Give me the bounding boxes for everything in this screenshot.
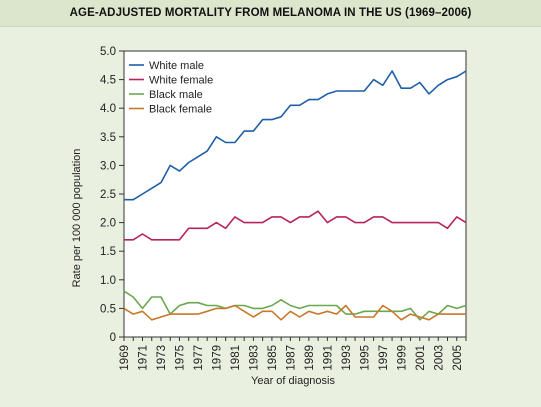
y-tick-label: 2.5 bbox=[100, 189, 116, 201]
x-tick-label: 2003 bbox=[433, 345, 445, 371]
x-tick-label: 1975 bbox=[174, 345, 186, 371]
series-line-white-female bbox=[124, 210, 467, 241]
x-tick-label: 1981 bbox=[230, 345, 242, 371]
chart-axes: 0 0.5 1.0 1.5 2.0 2.5 3.0 3.5 4.0 4.5 5.0 1969 1971 1… bbox=[100, 46, 467, 371]
legend-label-black-male: Black male bbox=[149, 89, 203, 101]
chart-series bbox=[123, 70, 467, 321]
x-tick-label: 1971 bbox=[137, 345, 149, 371]
chart-title-banner: AGE-ADJUSTED MORTALITY FROM MELANOMA IN … bbox=[0, 0, 541, 27]
y-tick-label: 3.5 bbox=[100, 132, 116, 144]
y-tick-label: 4.5 bbox=[100, 75, 116, 87]
y-tick-label: 2.0 bbox=[100, 218, 116, 230]
x-tick-label: 1987 bbox=[285, 345, 297, 371]
y-tick-label: 0.5 bbox=[100, 303, 116, 315]
y-tick-label: 5.0 bbox=[100, 46, 116, 58]
chart-title: AGE-ADJUSTED MORTALITY FROM MELANOMA IN … bbox=[69, 7, 472, 19]
y-axis-label: Rate per 100 000 population bbox=[71, 149, 83, 288]
x-tick-label: 1989 bbox=[304, 345, 316, 371]
x-tick-label: 1995 bbox=[359, 345, 371, 371]
y-tick-label: 4.0 bbox=[100, 103, 116, 115]
y-tick-label: 1.0 bbox=[100, 275, 116, 287]
legend-label-black-female: Black female bbox=[149, 104, 212, 116]
x-tick-label: 1991 bbox=[322, 345, 334, 371]
series-line-black-female bbox=[123, 304, 466, 321]
legend-label-white-female: White female bbox=[149, 75, 213, 87]
x-tick-label: 1993 bbox=[341, 345, 353, 371]
x-tick-label: 1999 bbox=[396, 345, 408, 371]
y-tick-label: 3.0 bbox=[100, 160, 116, 172]
x-tick-label: 1983 bbox=[248, 345, 260, 371]
chart-legend: White male White female Black male Black fe… bbox=[129, 60, 213, 116]
legend-label-white-male: White male bbox=[149, 60, 204, 72]
plot-area bbox=[123, 50, 467, 338]
x-tick-label: 1969 bbox=[119, 345, 131, 371]
series-line-white-male bbox=[124, 70, 467, 201]
x-tick-label: 1985 bbox=[267, 345, 279, 371]
y-tick-label: 1.5 bbox=[100, 246, 116, 258]
x-axis-label: Year of diagnosis bbox=[251, 375, 335, 387]
x-tick-label: 1979 bbox=[211, 345, 223, 371]
series-line-black-male bbox=[123, 290, 467, 321]
x-tick-label: 2001 bbox=[415, 345, 427, 371]
x-tick-label: 1977 bbox=[193, 345, 205, 371]
x-tick-label: 1997 bbox=[378, 345, 390, 371]
y-tick-label: 0 bbox=[110, 332, 116, 344]
x-tick-label: 2005 bbox=[452, 345, 464, 371]
x-tick-label: 1973 bbox=[156, 345, 168, 371]
